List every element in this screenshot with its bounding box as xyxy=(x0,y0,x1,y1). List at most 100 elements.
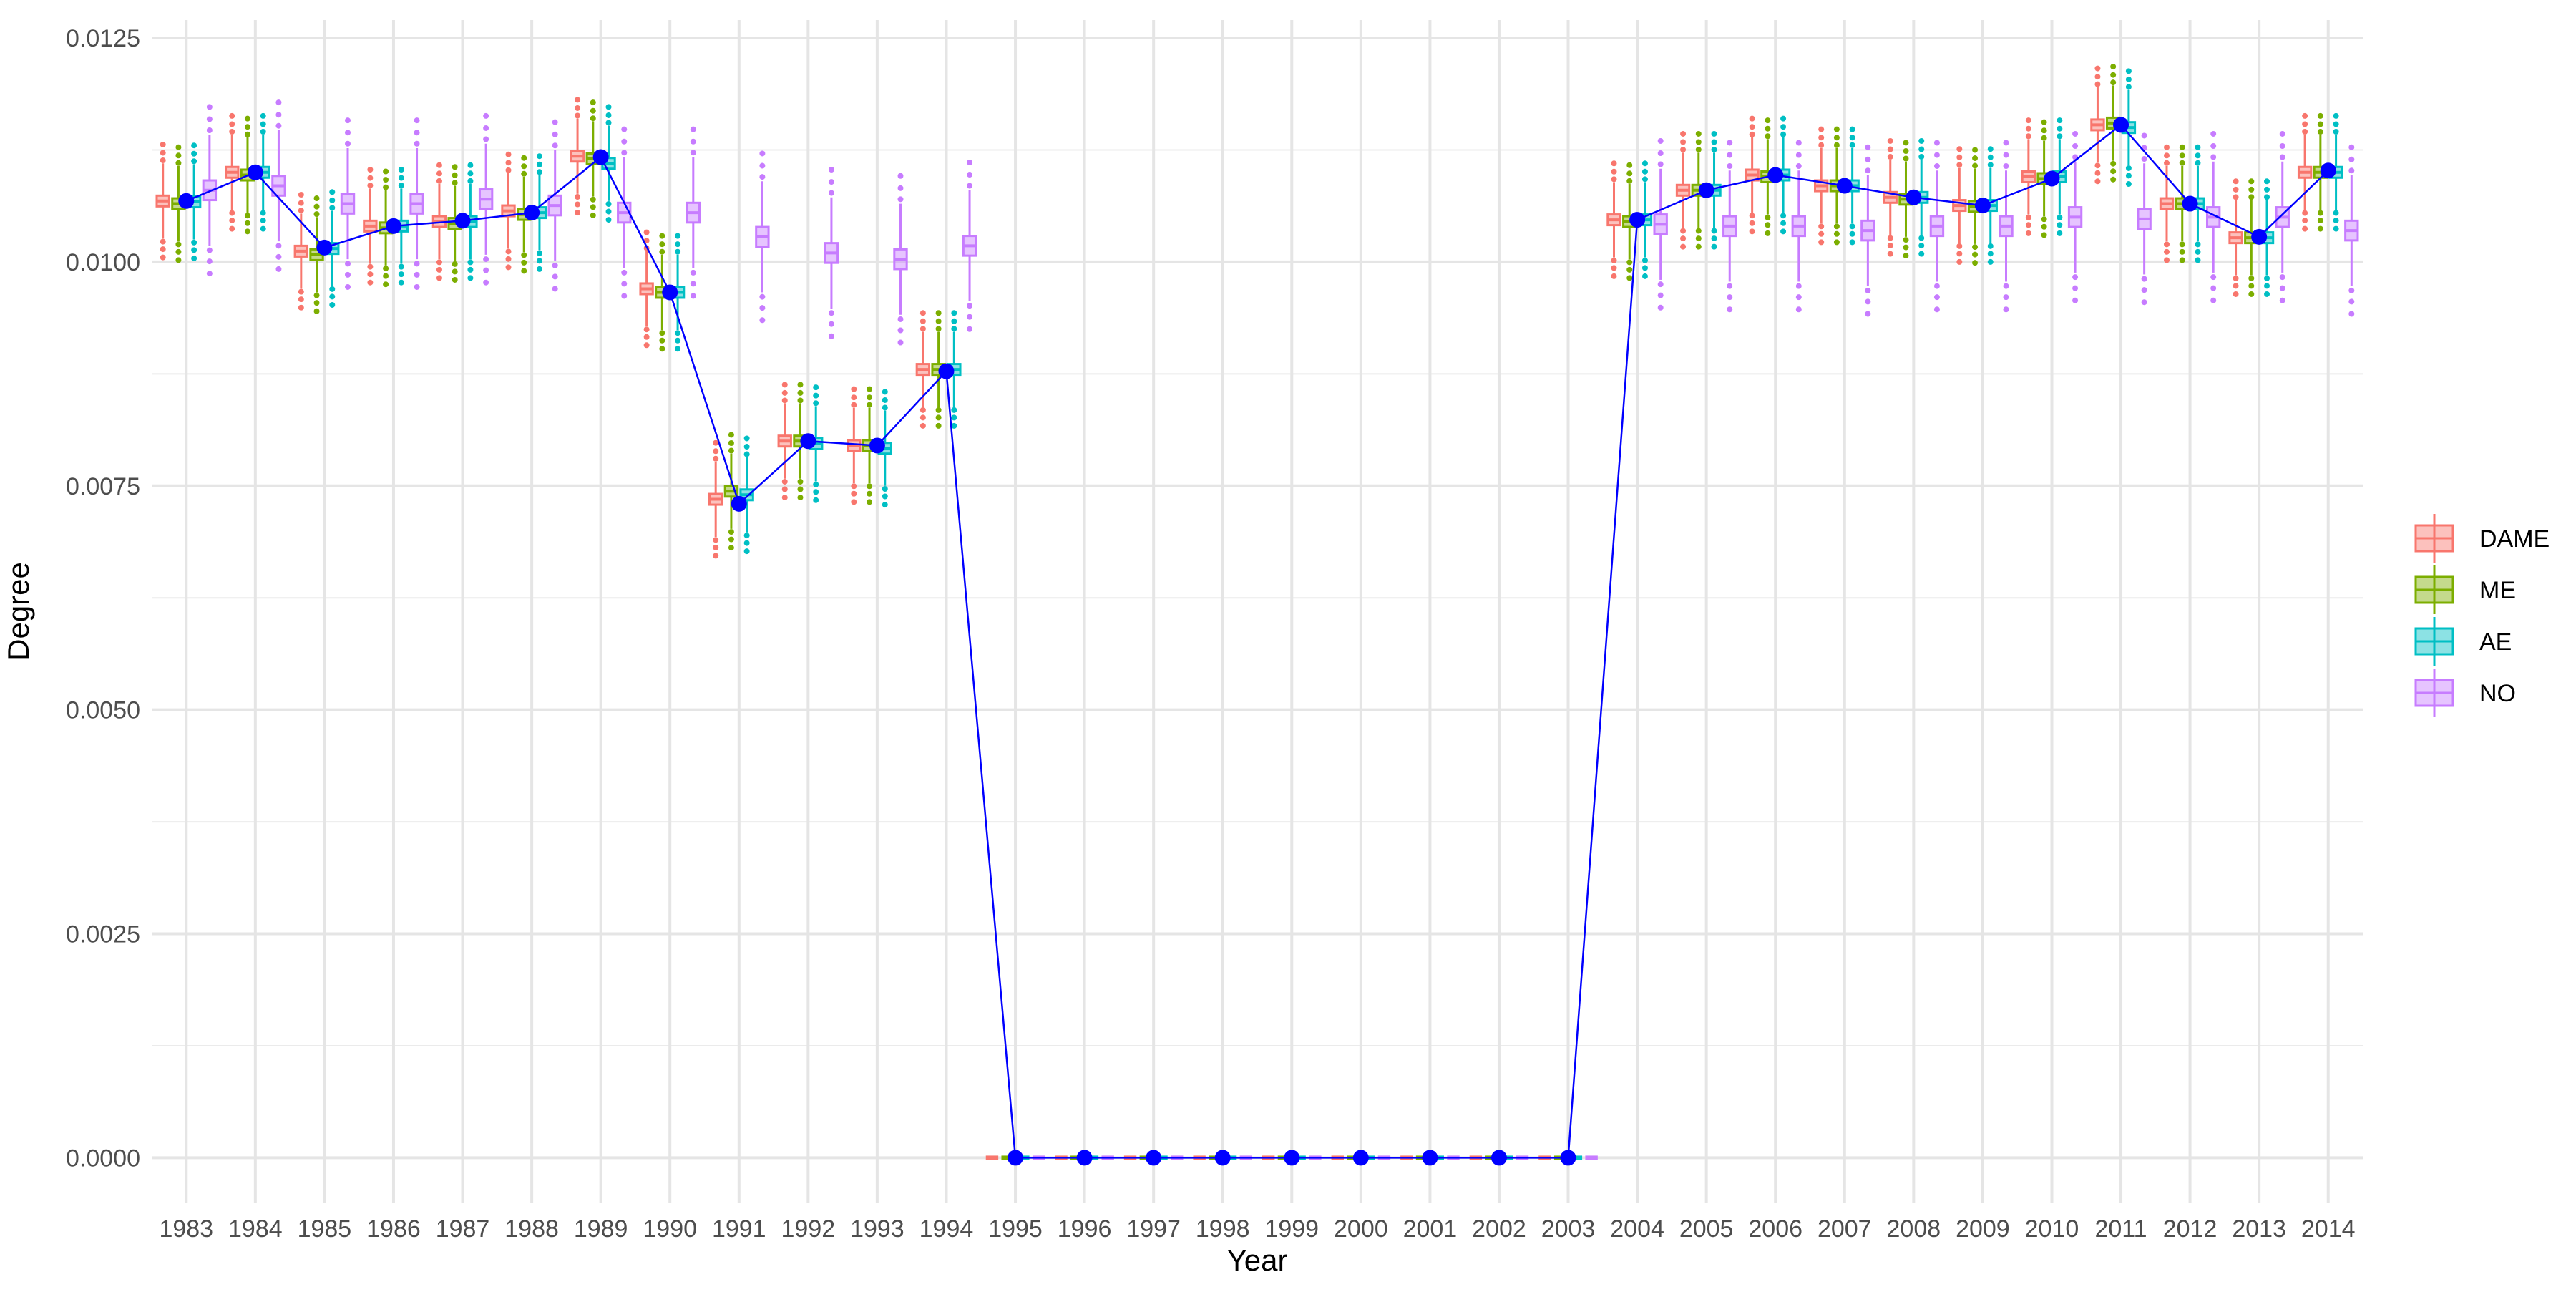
y-axis-title: Degree xyxy=(1,562,35,661)
outlier-point xyxy=(2333,121,2339,127)
outlier-point xyxy=(575,193,581,200)
outlier-point xyxy=(175,257,182,263)
outlier-point xyxy=(536,153,542,160)
outlier-point xyxy=(2164,257,2170,263)
outlier-point xyxy=(398,175,404,181)
outlier-point xyxy=(206,258,213,265)
outlier-point xyxy=(452,164,458,170)
box-dame-2004 xyxy=(1606,160,1621,279)
box-me-1994 xyxy=(931,310,946,429)
outlier-point xyxy=(1711,243,1717,250)
box-no-2012 xyxy=(2205,130,2221,303)
outlier-point xyxy=(229,218,235,224)
outlier-point xyxy=(1680,235,1687,242)
outlier-point xyxy=(260,218,266,224)
outlier-point xyxy=(897,316,904,322)
outlier-point xyxy=(383,168,389,175)
outlier-point xyxy=(675,330,681,336)
outlier-point xyxy=(575,97,581,103)
outlier-point xyxy=(1657,161,1664,167)
box-me-1989 xyxy=(585,99,600,218)
mean-point-2011 xyxy=(2113,117,2129,133)
outlier-point xyxy=(1987,154,1994,160)
outlier-point xyxy=(2003,140,2009,146)
outlier-point xyxy=(781,389,788,396)
outlier-point xyxy=(919,326,926,332)
outlier-point xyxy=(1956,251,1963,257)
outlier-point xyxy=(1765,125,1771,132)
box-no-2009 xyxy=(1999,140,2014,313)
x-tick-label: 1996 xyxy=(1058,1215,1112,1243)
outlier-point xyxy=(621,138,628,145)
outlier-point xyxy=(2164,241,2170,248)
outlier-point xyxy=(575,201,581,208)
outlier-point xyxy=(951,310,957,316)
outlier-point xyxy=(298,296,304,303)
box-flat xyxy=(985,1155,999,1160)
outlier-point xyxy=(414,140,420,147)
box-no-1993 xyxy=(893,173,908,346)
box-dame-1995 xyxy=(985,1155,999,1160)
outlier-point xyxy=(2333,225,2339,232)
mean-point-1995 xyxy=(1008,1150,1024,1166)
outlier-point xyxy=(552,273,558,280)
outlier-point xyxy=(2141,299,2147,306)
box-ae-2013 xyxy=(2259,178,2275,297)
outlier-point xyxy=(2041,232,2047,238)
outlier-point xyxy=(690,293,696,299)
box-ae-1991 xyxy=(739,435,754,555)
outlier-point xyxy=(781,382,788,388)
outlier-point xyxy=(1849,230,1855,237)
mean-point-2008 xyxy=(1906,189,1922,205)
outlier-point xyxy=(229,210,235,216)
outlier-point xyxy=(675,346,681,352)
outlier-point xyxy=(897,196,904,203)
outlier-point xyxy=(1849,223,1855,230)
outlier-point xyxy=(2003,294,2009,301)
outlier-point xyxy=(2302,210,2308,216)
box-no-1991 xyxy=(755,150,770,324)
outlier-point xyxy=(919,414,926,421)
outlier-point xyxy=(643,342,650,349)
mean-point-1991 xyxy=(731,495,747,512)
outlier-point xyxy=(367,263,374,270)
outlier-point xyxy=(1680,147,1687,153)
x-tick-label: 2007 xyxy=(1818,1215,1872,1243)
outlier-point xyxy=(2041,119,2047,125)
outlier-point xyxy=(1727,152,1733,158)
box-no-1986 xyxy=(409,117,424,290)
outlier-point xyxy=(1711,235,1717,242)
outlier-point xyxy=(1903,155,1909,162)
outlier-point xyxy=(1727,294,1733,301)
x-tick-label: 2001 xyxy=(1403,1215,1458,1243)
outlier-point xyxy=(1727,306,1733,313)
outlier-point xyxy=(2057,133,2063,140)
outlier-point xyxy=(575,210,581,216)
legend: DAME ME AE NO xyxy=(2414,514,2550,717)
x-tick-label: 2011 xyxy=(2094,1215,2147,1243)
outlier-point xyxy=(2210,130,2217,137)
outlier-point xyxy=(2094,178,2101,185)
outlier-point xyxy=(851,386,857,392)
y-tick-label: 0.0075 xyxy=(66,473,140,500)
outlier-point xyxy=(621,293,628,299)
outlier-point xyxy=(951,326,957,332)
outlier-point xyxy=(1956,146,1963,152)
outlier-point xyxy=(2195,152,2201,159)
outlier-point xyxy=(1918,235,1925,241)
outlier-point xyxy=(813,497,819,503)
box-no-2004 xyxy=(1653,137,1668,311)
outlier-point xyxy=(367,175,374,181)
outlier-point xyxy=(160,150,166,156)
outlier-point xyxy=(1972,244,1979,251)
outlier-point xyxy=(2264,186,2270,193)
outlier-point xyxy=(436,170,442,177)
outlier-point xyxy=(436,162,442,168)
x-tick-label: 1997 xyxy=(1126,1215,1181,1243)
outlier-point xyxy=(1780,220,1787,226)
outlier-point xyxy=(1933,152,1940,158)
outlier-point xyxy=(690,126,696,132)
outlier-point xyxy=(275,112,282,118)
outlier-point xyxy=(1987,251,1994,257)
outlier-point xyxy=(398,263,404,270)
